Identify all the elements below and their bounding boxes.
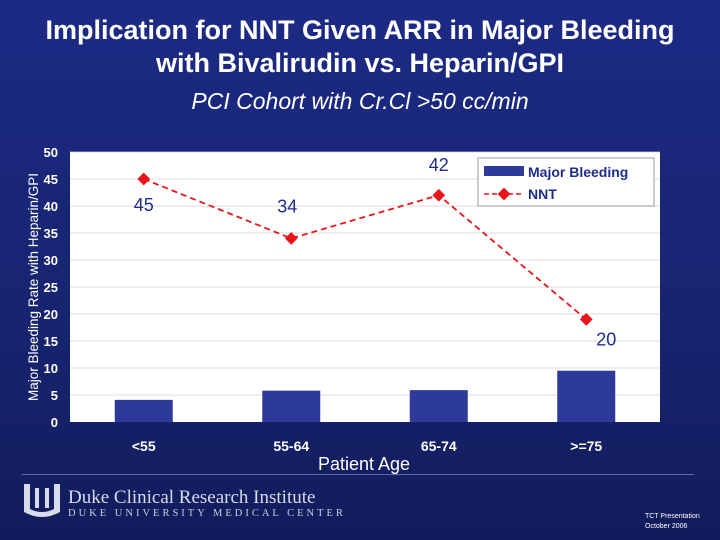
nnt-line	[143, 178, 587, 321]
x-axis-label: Patient Age	[318, 454, 410, 474]
bar	[557, 370, 616, 422]
y-axis-label: Major Bleeding Rate with Heparin/GPI	[26, 173, 41, 401]
nnt-point	[432, 188, 446, 202]
bar-series	[114, 370, 616, 422]
legend-label-major-bleeding: Major Bleeding	[528, 164, 628, 180]
y-tick-label: 10	[44, 361, 58, 376]
y-tick-label: 0	[51, 415, 58, 430]
y-tick-label: 25	[44, 280, 58, 295]
presentation-note: TCT Presentation October 2006	[645, 512, 700, 532]
nnt-data-label: 34	[277, 196, 297, 216]
presentation-date: October 2006	[645, 523, 688, 530]
y-tick-label: 40	[44, 199, 58, 214]
duke-logo-icon	[24, 484, 60, 517]
chart-title: Implication for NNT Given ARR in Major B…	[0, 14, 720, 80]
y-axis-ticks: 0 5 10 15 20 25 30 35 40 45 50	[44, 145, 58, 430]
nnt-point	[284, 232, 298, 245]
nnt-data-label: 45	[134, 195, 154, 215]
bar	[409, 390, 468, 422]
bar	[262, 390, 321, 422]
legend-bar-swatch	[484, 166, 524, 176]
x-tick-label: <55	[132, 438, 156, 454]
y-tick-label: 45	[44, 172, 58, 187]
y-tick-label: 30	[44, 253, 58, 268]
x-tick-label: 65-74	[421, 438, 457, 454]
x-tick-label: 55-64	[273, 438, 309, 454]
nnt-data-label: 42	[429, 155, 449, 175]
nnt-data-label: 20	[596, 329, 616, 349]
legend-line-marker	[497, 187, 511, 201]
data-labels: 45 34 42 20	[134, 155, 617, 349]
bar	[114, 399, 173, 422]
institute-name: Duke Clinical Research Institute	[68, 487, 316, 508]
y-tick-label: 35	[44, 226, 58, 241]
nnt-point	[137, 172, 151, 186]
legend: Major Bleeding NNT	[477, 157, 655, 207]
y-tick-label: 50	[44, 145, 58, 160]
presentation-name: TCT Presentation	[645, 513, 700, 520]
x-axis-ticks: <55 55-64 65-74 >=75	[132, 438, 603, 454]
footer-divider	[22, 474, 694, 475]
y-tick-label: 5	[51, 388, 58, 403]
x-tick-label: >=75	[570, 438, 602, 454]
title-line-2: with Bivalirudin vs. Heparin/GPI	[155, 48, 565, 78]
chart-subtitle: PCI Cohort with Cr.Cl >50 cc/min	[191, 88, 529, 114]
institute-subtitle: DUKE UNIVERSITY MEDICAL CENTER	[68, 508, 346, 519]
title-line-1: Implication for NNT Given ARR in Major B…	[45, 15, 675, 45]
legend-label-nnt: NNT	[528, 186, 557, 202]
y-tick-label: 15	[44, 334, 58, 349]
y-tick-label: 20	[44, 307, 58, 322]
